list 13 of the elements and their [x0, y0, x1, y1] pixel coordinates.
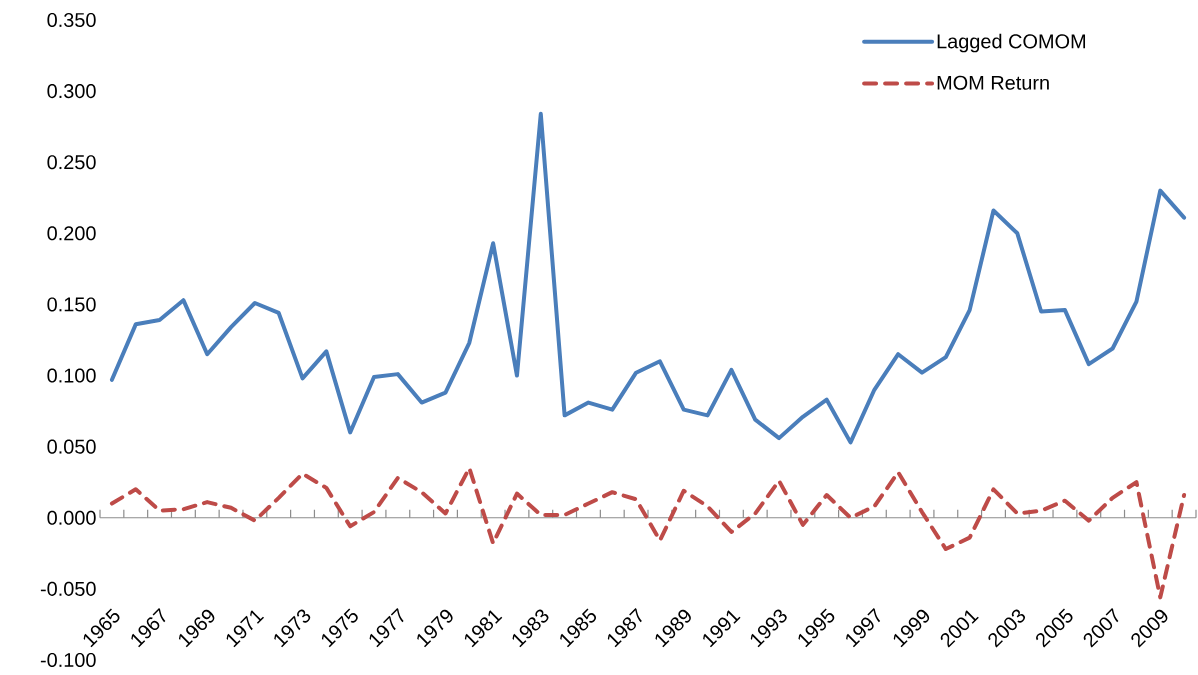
- y-tick-label: 0.050: [47, 439, 96, 454]
- y-tick-label: 0.150: [47, 297, 96, 312]
- y-tick-label: 0.100: [47, 368, 96, 383]
- legend-label: MOM Return: [937, 75, 1049, 90]
- y-tick-label: 0.300: [47, 84, 96, 99]
- y-tick-label: 0.350: [47, 12, 96, 28]
- line-series: [109, 111, 1187, 445]
- y-tick-label: 0.250: [47, 155, 96, 170]
- y-tick-label: 0.000: [47, 510, 96, 525]
- y-tick-label: -0.050: [40, 581, 96, 596]
- y-tick-label: -0.100: [40, 652, 96, 668]
- legend-label: Lagged COMOM: [937, 33, 1086, 53]
- y-tick-label: 0.200: [47, 226, 96, 241]
